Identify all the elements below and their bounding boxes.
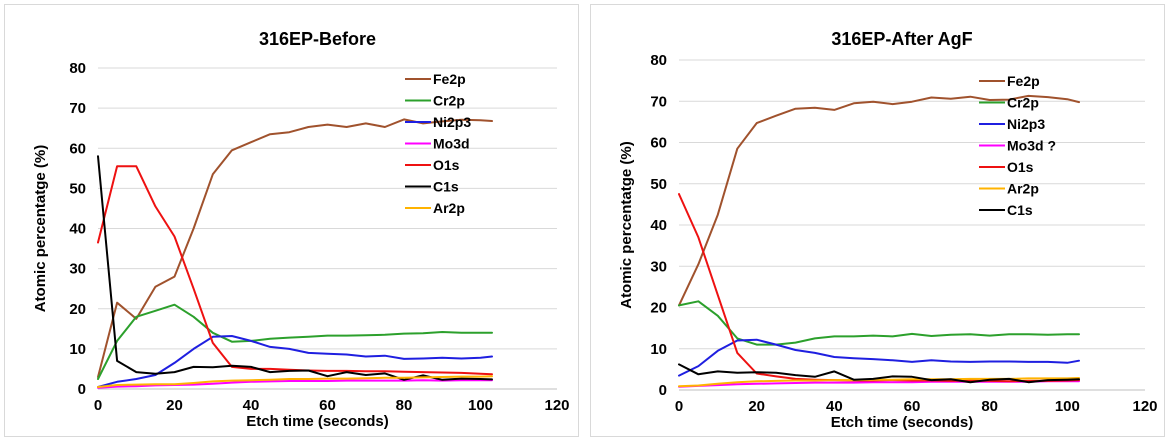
y-tick-label: 0 (659, 382, 667, 399)
chart-after-agf: 0 10 20 30 40 50 60 70 80 0 20 40 60 80 100 120 316EP-Af… (618, 29, 1158, 431)
legend-label-cr2p: Cr2p (1007, 95, 1039, 111)
y-tick-label: 10 (650, 341, 667, 358)
y-tick-label: 50 (69, 180, 86, 197)
x-tick-label: 20 (166, 397, 183, 414)
series-line-o1s (97, 165, 493, 376)
x-tick-label: 80 (396, 397, 413, 414)
series-line-cr2p (97, 303, 493, 380)
legend-label-ar2p: Ar2p (433, 200, 465, 216)
legend-label-o1s: O1s (433, 157, 460, 173)
x-tick-label: 100 (468, 397, 493, 414)
y-tick-label: 80 (650, 52, 667, 69)
chart-before: 0 10 20 30 40 50 60 70 80 0 20 40 60 80 100 120 316EP-Be… (32, 29, 570, 430)
x-tick-label: 40 (826, 398, 843, 415)
legend-label-o1s: O1s (1007, 159, 1034, 175)
y-tick-label: 0 (78, 381, 86, 398)
x-axis-title: Etch time (seconds) (246, 413, 389, 430)
x-axis-title: Etch time (seconds) (831, 414, 974, 431)
x-tick-label: 80 (981, 398, 998, 415)
series-line-fe2p (97, 118, 493, 378)
legend-label-mo3d: Mo3d ? (1007, 138, 1056, 154)
x-tick-label: 40 (243, 397, 260, 414)
y-axis-title: Atomic percentatge (%) (618, 141, 635, 309)
y-tick-label: 70 (69, 100, 86, 117)
x-tick-label: 0 (675, 398, 683, 415)
y-tick-label: 50 (650, 176, 667, 193)
y-tick-label: 60 (69, 140, 86, 157)
series-line-o1s (678, 193, 1080, 383)
chart-panel-after-agf: 0 10 20 30 40 50 60 70 80 0 20 40 60 80 100 120 316EP-Af… (590, 4, 1165, 437)
legend-label-mo3d: Mo3d (433, 136, 470, 152)
series-line-ar2p (678, 377, 1080, 388)
legend-label-ni2p3: Ni2p3 (1007, 116, 1045, 132)
series-line-fe2p (678, 94, 1080, 307)
legend-label-ar2p: Ar2p (1007, 181, 1039, 197)
legend-label-fe2p: Fe2p (433, 71, 466, 87)
x-tick-label: 120 (1132, 398, 1157, 415)
series-line-c1s (678, 363, 1080, 384)
legend-label-fe2p: Fe2p (1007, 73, 1040, 89)
series-line-ar2p (97, 375, 493, 388)
series-line-mo3d (97, 379, 493, 389)
y-tick-label: 10 (69, 341, 86, 358)
x-tick-label: 100 (1055, 398, 1080, 415)
y-tick-label: 20 (650, 300, 667, 317)
x-tick-label: 20 (748, 398, 765, 415)
chart-title: 316EP-After AgF (831, 29, 972, 49)
x-tick-label: 0 (94, 397, 102, 414)
y-tick-label: 70 (650, 93, 667, 110)
x-tick-label: 120 (544, 397, 569, 414)
x-tick-label: 60 (319, 397, 336, 414)
legend-label-ni2p3: Ni2p3 (433, 114, 471, 130)
legend-label-cr2p: Cr2p (433, 93, 465, 109)
y-tick-label: 30 (69, 261, 86, 278)
y-tick-label: 30 (650, 258, 667, 275)
chart-panel-before: 0 10 20 30 40 50 60 70 80 0 20 40 60 80 100 120 316EP-Be… (4, 4, 579, 437)
x-tick-label: 60 (904, 398, 921, 415)
legend-label-c1s: C1s (433, 179, 459, 195)
y-tick-label: 20 (69, 301, 86, 318)
chart-title: 316EP-Before (259, 29, 376, 49)
legend-label-c1s: C1s (1007, 202, 1033, 218)
y-axis-title: Atomic percentatge (%) (32, 145, 49, 313)
series-line-ni2p3 (97, 335, 493, 388)
series-line-cr2p (678, 300, 1080, 346)
y-tick-label: 80 (69, 60, 86, 77)
series-line-ni2p3 (678, 338, 1080, 377)
y-tick-label: 60 (650, 135, 667, 152)
y-tick-label: 40 (650, 217, 667, 234)
y-tick-label: 40 (69, 221, 86, 238)
